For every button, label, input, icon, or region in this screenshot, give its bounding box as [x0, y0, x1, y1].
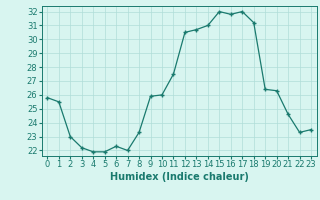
X-axis label: Humidex (Indice chaleur): Humidex (Indice chaleur) [110, 172, 249, 182]
